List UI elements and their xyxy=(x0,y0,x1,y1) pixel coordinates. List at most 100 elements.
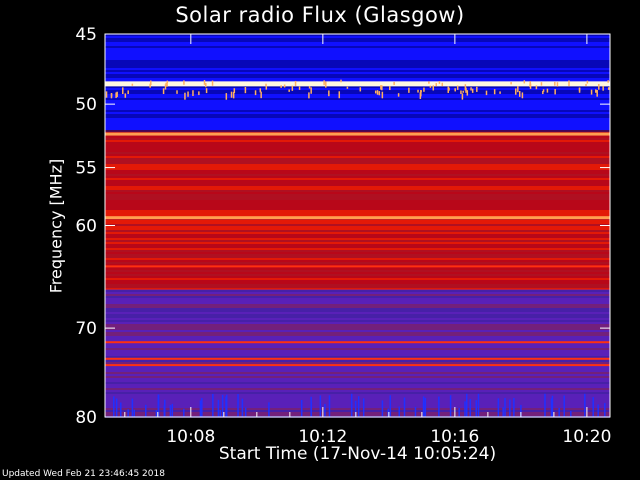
texture-row xyxy=(105,146,610,148)
emission-speckle xyxy=(310,87,312,94)
texture-row xyxy=(105,264,610,266)
texture-row xyxy=(105,252,610,254)
texture-row xyxy=(105,126,610,128)
texture-row xyxy=(105,278,610,280)
emission-speckle xyxy=(308,92,310,99)
texture-row xyxy=(105,398,610,400)
emission-band xyxy=(105,364,610,367)
texture-row xyxy=(105,158,610,160)
emission-speckle xyxy=(556,82,559,87)
noise-streak xyxy=(458,407,460,417)
emission-speckle xyxy=(540,82,543,86)
texture-row xyxy=(105,228,610,230)
texture-row xyxy=(105,280,610,282)
texture-row xyxy=(105,380,610,382)
y-tick-label: 50 xyxy=(75,95,97,115)
noise-streak xyxy=(241,398,244,417)
emission-speckle xyxy=(521,92,524,99)
texture-row xyxy=(105,224,610,226)
texture-row xyxy=(105,106,610,108)
texture-row xyxy=(105,62,610,64)
texture-row xyxy=(105,356,610,358)
noise-streak xyxy=(584,393,586,417)
texture-row xyxy=(105,50,610,52)
texture-row xyxy=(105,176,610,178)
texture-row xyxy=(105,382,610,384)
texture-row xyxy=(105,108,610,110)
y-tick-label: 70 xyxy=(75,319,97,339)
emission-speckle xyxy=(389,86,391,91)
emission-speckle xyxy=(460,90,462,94)
texture-row xyxy=(105,150,610,152)
texture-row xyxy=(105,40,610,42)
updated-timestamp: Updated Wed Feb 21 23:46:45 2018 xyxy=(2,469,165,479)
texture-row xyxy=(105,102,610,104)
texture-row xyxy=(105,306,610,308)
emission-speckle xyxy=(381,85,383,91)
emission-speckle xyxy=(176,90,178,94)
noise-streak xyxy=(354,400,357,417)
texture-row xyxy=(105,318,610,320)
texture-row xyxy=(105,236,610,238)
emission-speckle xyxy=(417,89,419,93)
emission-band xyxy=(105,81,610,87)
noise-streak xyxy=(469,399,471,417)
noise-streak xyxy=(389,395,392,417)
emission-speckle xyxy=(466,90,469,96)
emission-speckle xyxy=(328,90,330,97)
texture-row xyxy=(105,52,610,54)
emission-speckle xyxy=(288,89,290,92)
texture-row xyxy=(105,170,610,172)
noise-streak xyxy=(438,396,440,417)
noise-streak xyxy=(225,394,228,417)
emission-speckle xyxy=(378,91,381,96)
emission-speckle xyxy=(110,92,113,99)
texture-row xyxy=(105,396,610,398)
texture-row xyxy=(105,284,610,286)
noise-streak xyxy=(362,398,365,417)
texture-row xyxy=(105,104,610,106)
texture-row xyxy=(105,92,610,94)
texture-row xyxy=(105,260,610,262)
noise-streak xyxy=(171,403,174,417)
emission-speckle xyxy=(596,90,598,97)
texture-row xyxy=(105,42,610,44)
emission-speckle xyxy=(192,90,194,97)
texture-row xyxy=(105,410,610,412)
texture-row xyxy=(105,314,610,316)
noise-streak xyxy=(169,405,172,417)
texture-row xyxy=(105,348,610,350)
emission-speckle xyxy=(432,85,435,91)
texture-row xyxy=(105,122,610,124)
emission-speckle xyxy=(122,87,124,95)
texture-row xyxy=(105,362,610,364)
emission-speckle xyxy=(346,86,349,89)
texture-row xyxy=(105,154,610,156)
emission-speckle xyxy=(554,89,556,95)
y-tick-label: 80 xyxy=(75,408,97,428)
texture-row xyxy=(105,152,610,154)
texture-row xyxy=(105,370,610,372)
noise-streak xyxy=(513,397,515,417)
texture-row xyxy=(105,64,610,66)
emission-speckle xyxy=(265,83,267,87)
texture-row xyxy=(105,166,610,168)
emission-speckle xyxy=(376,90,379,95)
noise-streak xyxy=(464,401,466,417)
texture-row xyxy=(105,296,610,298)
texture-row xyxy=(105,290,610,292)
noise-streak xyxy=(145,404,147,417)
texture-row xyxy=(105,378,610,380)
texture-row xyxy=(105,210,610,212)
noise-streak xyxy=(520,404,522,417)
emission-speckle xyxy=(514,89,517,95)
emission-speckle xyxy=(397,93,400,97)
emission-speckle xyxy=(485,90,488,96)
texture-row xyxy=(105,58,610,60)
x-tick-label: 10:12 xyxy=(298,427,347,447)
emission-speckle xyxy=(308,86,311,89)
emission-speckle xyxy=(447,86,449,93)
noise-streak xyxy=(497,398,500,417)
emission-speckle xyxy=(586,80,589,84)
